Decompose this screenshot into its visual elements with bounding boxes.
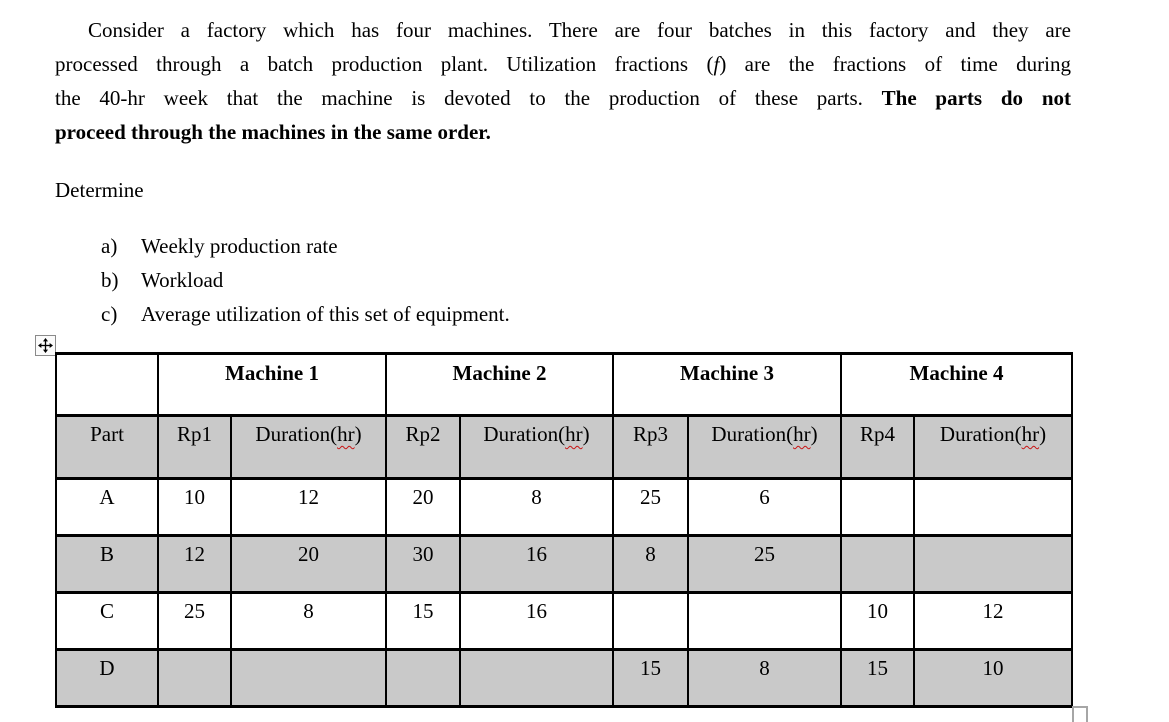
paragraph-text: the 40-hr week that the machine is devot… — [55, 86, 882, 110]
list-item-marker: a) — [101, 234, 118, 258]
table-cell: 16 — [459, 534, 614, 594]
problem-statement: Consider a factory which has four machin… — [55, 13, 1071, 149]
determine-list: a) Weekly production rate b) Workload c)… — [101, 229, 510, 331]
duration-prefix: Duration( — [483, 422, 566, 446]
table-cell — [157, 648, 232, 708]
table-cell: 20 — [385, 477, 461, 537]
list-item-marker: c) — [101, 302, 118, 326]
table-cell — [913, 534, 1073, 594]
part-column-header: Part — [55, 414, 159, 480]
list-item: c) Average utilization of this set of eq… — [101, 297, 510, 331]
table-cell: 8 — [612, 534, 689, 594]
duration-suffix: ) — [810, 422, 818, 446]
table-cell: 25 — [157, 591, 232, 651]
table-cell — [687, 591, 842, 651]
table-cell: 8 — [687, 648, 842, 708]
row-header-A: A — [55, 477, 159, 537]
paragraph-line: Consider a factory which has four machin… — [55, 13, 1071, 47]
table-cell — [385, 648, 461, 708]
duration-prefix: Duration( — [711, 422, 794, 446]
move-arrows-icon — [38, 338, 53, 353]
duration-suffix: ) — [1039, 422, 1047, 446]
paragraph-text: ) are the fractions of time during — [719, 52, 1071, 76]
table-cell — [230, 648, 387, 708]
list-item-text: Weekly production rate — [141, 234, 338, 258]
duration-suffix: ) — [354, 422, 362, 446]
table-cell: 20 — [230, 534, 387, 594]
machine-4-header: Machine 4 — [840, 352, 1073, 417]
table-cell: 16 — [459, 591, 614, 651]
paragraph-text: Consider a factory which has four machin… — [88, 18, 1071, 42]
table-cell: 12 — [230, 477, 387, 537]
duration2-header: Duration(hr) — [459, 414, 614, 480]
table-cell: 6 — [687, 477, 842, 537]
rp3-header: Rp3 — [612, 414, 689, 480]
row-header-B: B — [55, 534, 159, 594]
table-move-handle[interactable] — [35, 335, 56, 356]
table-cell: 25 — [687, 534, 842, 594]
table-resize-handle[interactable] — [1072, 706, 1088, 722]
paragraph-bold-text: The parts do not — [881, 86, 1071, 110]
list-item: a) Weekly production rate — [101, 229, 510, 263]
table-cell — [612, 591, 689, 651]
table-cell: 25 — [612, 477, 689, 537]
table-cell — [913, 477, 1073, 537]
list-item-text: Average utilization of this set of equip… — [141, 302, 510, 326]
table-cell: 8 — [459, 477, 614, 537]
table-cell: 15 — [840, 648, 915, 708]
table-cell: 8 — [230, 591, 387, 651]
duration-hr-misspelled: hr — [337, 422, 355, 446]
corner-cell — [55, 352, 159, 417]
table-cell: 12 — [913, 591, 1073, 651]
table-cell: 15 — [385, 591, 461, 651]
table-cell: 10 — [157, 477, 232, 537]
duration-hr-misspelled: hr — [793, 422, 811, 446]
table-cell — [840, 534, 915, 594]
paragraph-text: processed through a batch production pla… — [55, 52, 714, 76]
table-cell: 15 — [612, 648, 689, 708]
duration-hr-misspelled: hr — [1021, 422, 1040, 446]
duration3-header: Duration(hr) — [687, 414, 842, 480]
table-cell — [840, 477, 915, 537]
list-item: b) Workload — [101, 263, 510, 297]
table-cell: 30 — [385, 534, 461, 594]
rp2-header: Rp2 — [385, 414, 461, 480]
duration4-header: Duration(hr) — [913, 414, 1073, 480]
duration-prefix: Duration( — [939, 422, 1022, 446]
paragraph-line: processed through a batch production pla… — [55, 47, 1071, 81]
table-cell: 10 — [840, 591, 915, 651]
determine-heading: Determine — [55, 178, 144, 202]
machine-2-header: Machine 2 — [385, 352, 614, 417]
table-cell: 10 — [913, 648, 1073, 708]
table-cell: 12 — [157, 534, 232, 594]
duration1-header: Duration(hr) — [230, 414, 387, 480]
row-header-D: D — [55, 648, 159, 708]
rp1-header: Rp1 — [157, 414, 232, 480]
duration-prefix: Duration( — [255, 422, 338, 446]
duration-hr-misspelled: hr — [565, 422, 583, 446]
list-item-marker: b) — [101, 268, 119, 292]
rp4-header: Rp4 — [840, 414, 915, 480]
row-header-C: C — [55, 591, 159, 651]
paragraph-line: proceed through the machines in the same… — [55, 115, 1071, 149]
machine-3-header: Machine 3 — [612, 352, 842, 417]
utilization-fraction-symbol: f — [713, 52, 720, 76]
list-item-text: Workload — [141, 268, 224, 292]
paragraph-bold-text: proceed through the machines in the same… — [55, 120, 491, 144]
paragraph-line: the 40-hr week that the machine is devot… — [55, 81, 1071, 115]
machine-1-header: Machine 1 — [157, 352, 387, 417]
duration-suffix: ) — [582, 422, 590, 446]
machines-table: Machine 1 Machine 2 Machine 3 Machine 4 … — [55, 352, 1073, 708]
table-cell — [459, 648, 614, 708]
